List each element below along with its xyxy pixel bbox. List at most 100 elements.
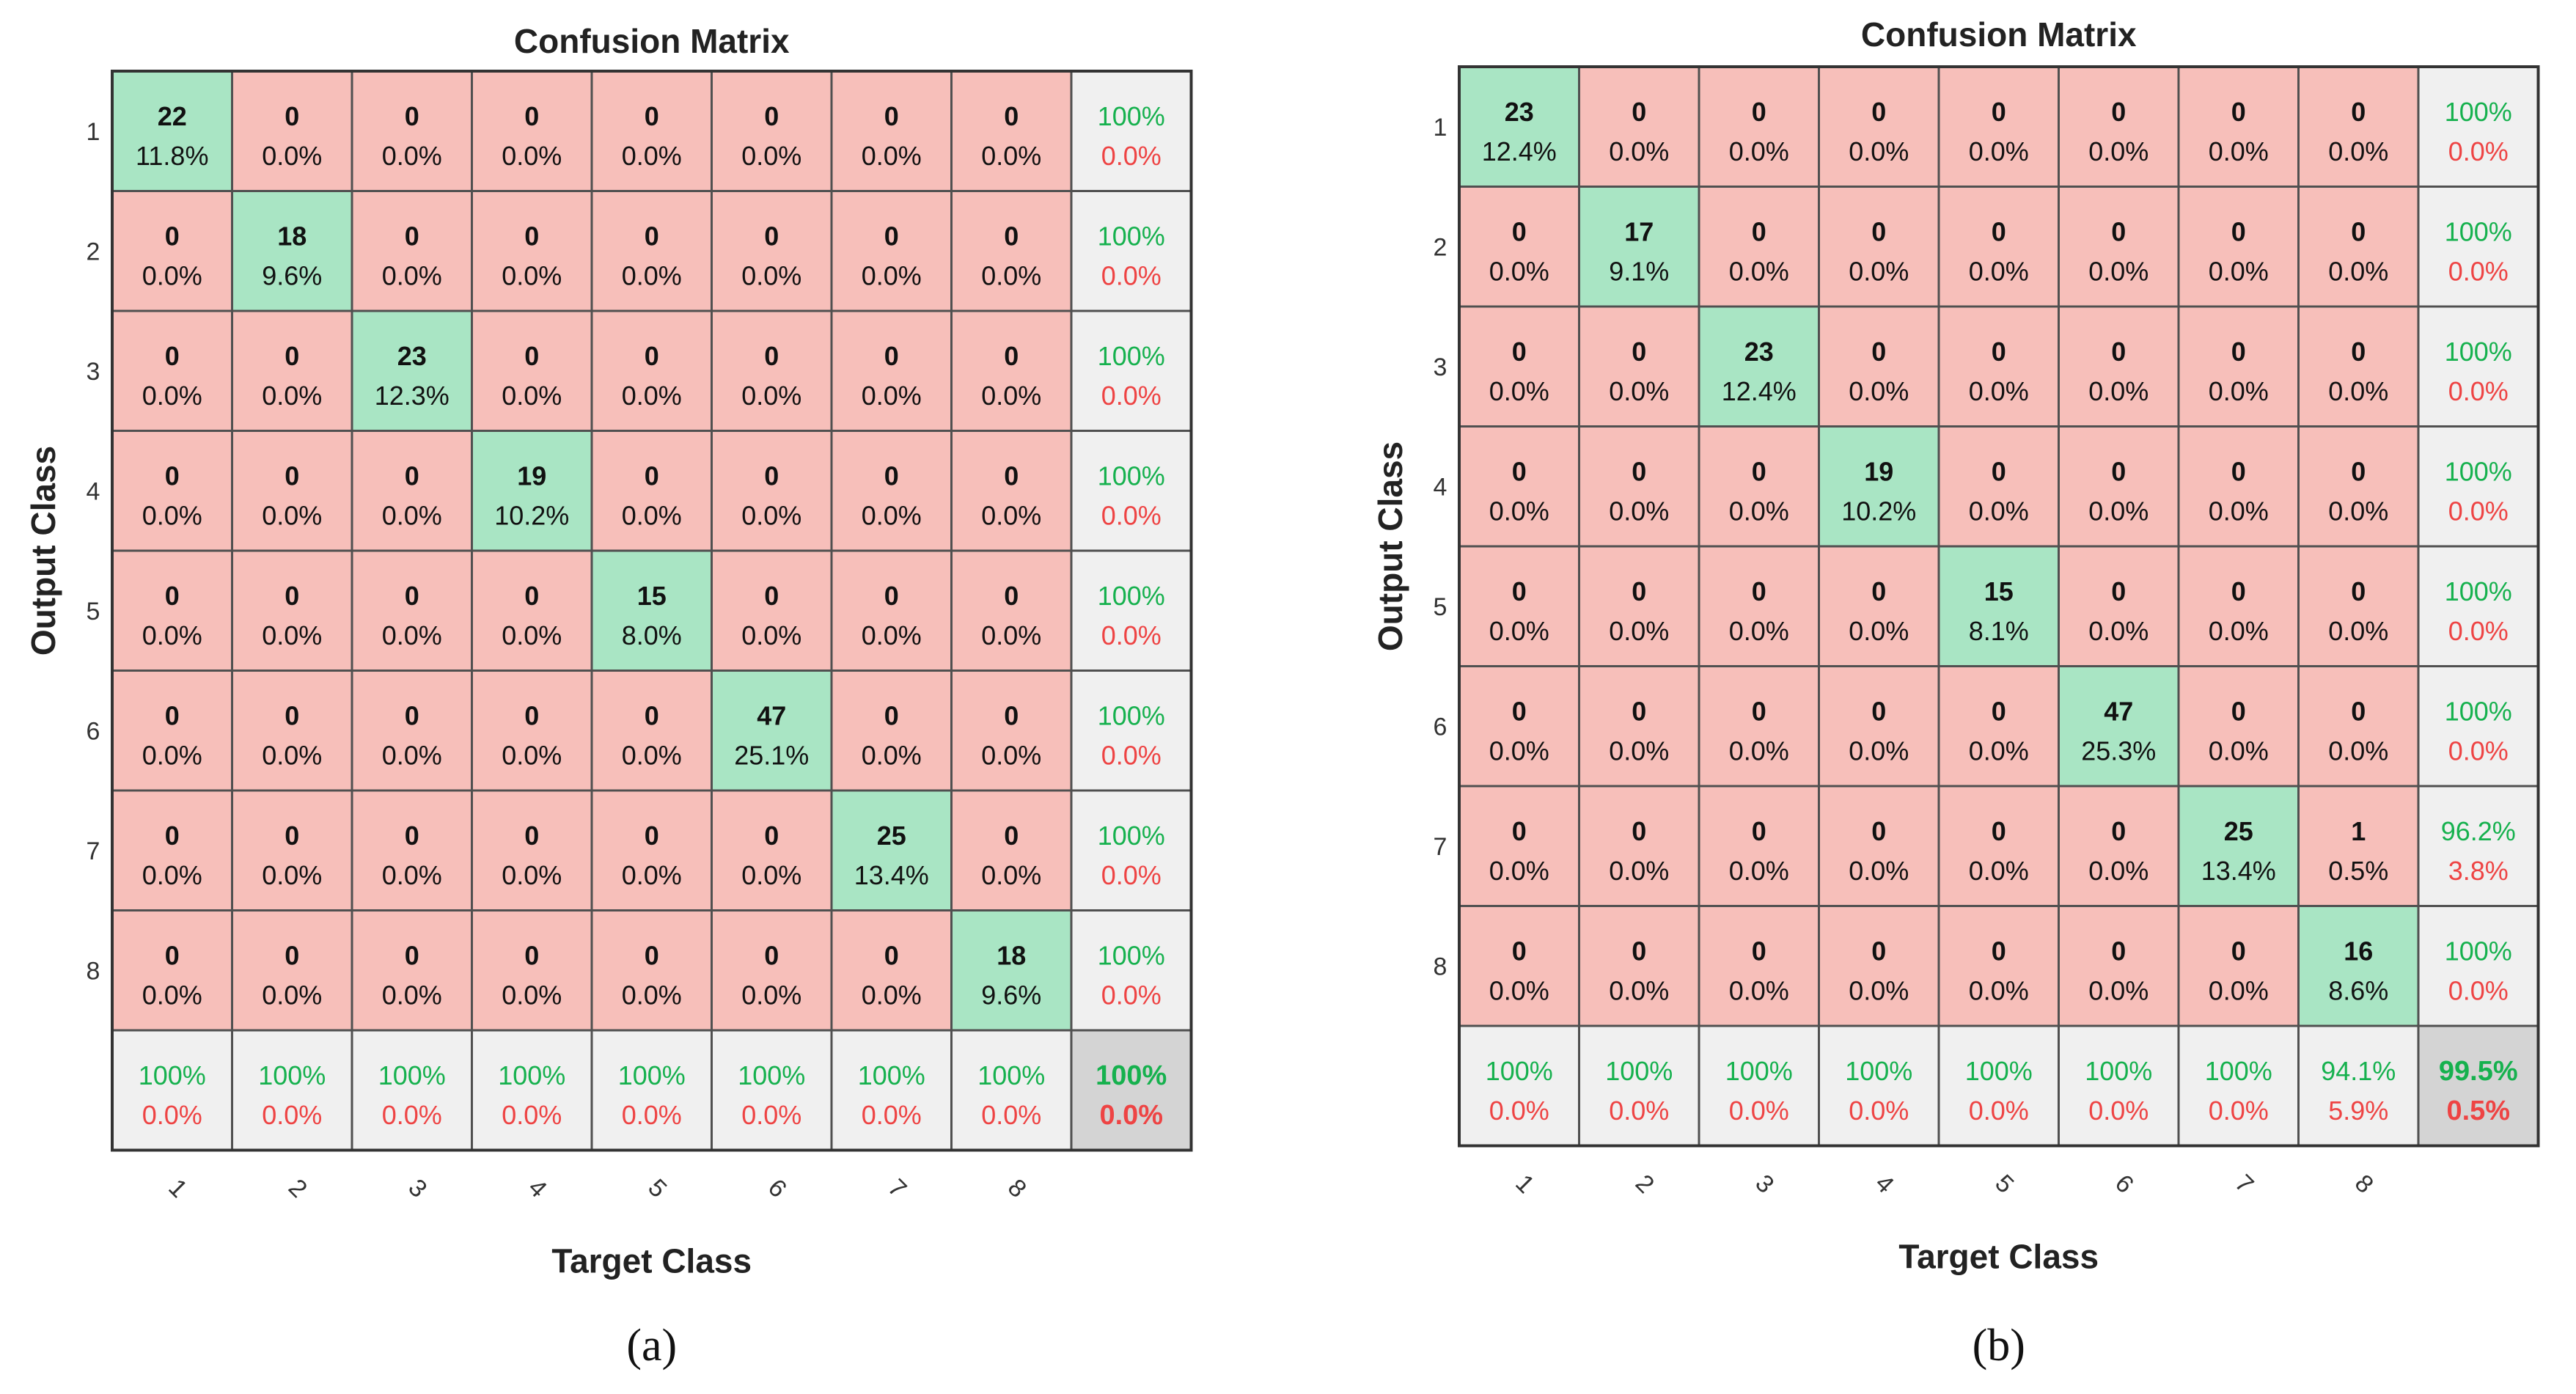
matrix-cell <box>2297 785 2420 907</box>
col-summary-cell <box>711 1029 833 1151</box>
row-error: 0.0% <box>2448 256 2509 286</box>
cell-percent: 0.0% <box>862 381 922 411</box>
cell-count: 0 <box>1992 97 2006 127</box>
row-tick-label: 1 <box>87 118 100 146</box>
matrix-cell <box>950 430 1073 552</box>
cell-percent: 0.0% <box>1609 616 1669 646</box>
matrix-cell <box>711 909 833 1032</box>
cell-percent: 0.0% <box>262 620 322 650</box>
cell-count: 0 <box>1871 216 1886 246</box>
matrix-cell <box>1578 785 1700 907</box>
cell-count: 0 <box>1632 456 1646 486</box>
row-precision: 100% <box>2445 337 2512 367</box>
cell-percent: 0.0% <box>502 740 562 770</box>
matrix-border <box>1458 65 2540 1148</box>
cell-percent: 12.3% <box>375 381 449 411</box>
cell-count: 0 <box>2111 337 2126 367</box>
cell-percent: 0.0% <box>622 260 682 290</box>
cell-percent: 0.0% <box>262 381 322 411</box>
cell-count: 0 <box>1632 97 1646 127</box>
cell-count: 0 <box>1992 816 2006 846</box>
cell-count: 0 <box>165 461 180 491</box>
cell-percent: 0.0% <box>2209 376 2269 406</box>
row-tick-label: 8 <box>1434 953 1447 980</box>
cell-count: 0 <box>1512 576 1527 606</box>
cell-count: 0 <box>2231 936 2246 966</box>
row-error: 0.0% <box>2448 376 2509 406</box>
matrix-cell <box>950 789 1073 911</box>
matrix-cell <box>711 789 833 911</box>
cell-count: 23 <box>1744 337 1774 367</box>
cell-percent: 0.0% <box>142 381 202 411</box>
cell-percent: 0.0% <box>1849 856 1909 886</box>
col-recall: 100% <box>1605 1056 1673 1086</box>
matrix-cell <box>471 670 593 792</box>
matrix-cell <box>2058 545 2180 667</box>
cell-percent: 0.0% <box>741 620 801 650</box>
matrix-cell <box>830 309 953 432</box>
matrix-cell <box>950 549 1073 672</box>
col-error: 0.0% <box>502 1100 562 1130</box>
cell-count: 0 <box>524 221 539 251</box>
cell-count: 0 <box>1752 97 1766 127</box>
row-summary-cell <box>2417 186 2539 308</box>
matrix-cell <box>231 430 353 552</box>
row-tick-label: 5 <box>1434 593 1447 621</box>
y-axis-label: Output Class <box>1371 441 1409 651</box>
cell-count: 0 <box>2231 337 2246 367</box>
cell-percent: 0.0% <box>741 141 801 171</box>
col-summary-cell <box>1818 1024 1940 1147</box>
cell-percent: 0.0% <box>1969 735 2029 766</box>
matrix-cell <box>471 789 593 911</box>
matrix-cell <box>1818 65 1940 188</box>
cell-count: 15 <box>637 581 667 611</box>
cell-count: 47 <box>2104 696 2133 726</box>
cell-count: 0 <box>1004 221 1019 251</box>
matrix-cell-correct <box>351 309 473 432</box>
row-summary-cell <box>1070 670 1192 792</box>
cell-count: 0 <box>1632 936 1646 966</box>
matrix-cell <box>711 190 833 312</box>
matrix-cell <box>111 190 233 312</box>
cell-count: 0 <box>764 581 779 611</box>
matrix-cell <box>1698 425 1820 548</box>
row-summary-cell <box>1070 430 1192 552</box>
cell-percent: 0.0% <box>502 141 562 171</box>
cell-count: 0 <box>764 101 779 131</box>
cell-count: 0 <box>165 581 180 611</box>
row-precision: 100% <box>2445 696 2512 726</box>
col-summary-cell <box>471 1029 593 1151</box>
row-tick-label: 6 <box>87 717 100 745</box>
row-tick-label: 2 <box>1434 233 1447 261</box>
row-summary-cell <box>1070 549 1192 672</box>
matrix-cell <box>1698 545 1820 667</box>
cell-count: 1 <box>2351 816 2366 846</box>
cell-percent: 0.0% <box>1609 735 1669 766</box>
col-recall: 94.1% <box>2321 1056 2396 1086</box>
matrix-cell <box>2177 305 2300 428</box>
cell-percent: 0.0% <box>382 620 442 650</box>
cell-percent: 0.0% <box>2209 616 2269 646</box>
cell-count: 0 <box>2231 97 2246 127</box>
matrix-cell <box>231 70 353 192</box>
cell-percent: 8.0% <box>622 620 682 650</box>
cell-percent: 0.0% <box>262 980 322 1010</box>
col-recall: 100% <box>977 1060 1045 1090</box>
cell-percent: 0.0% <box>862 500 922 530</box>
cell-count: 0 <box>2351 456 2366 486</box>
matrix-cell <box>111 549 233 672</box>
cell-percent: 0.0% <box>1969 256 2029 286</box>
col-summary-cell <box>1578 1024 1700 1147</box>
matrix-cell <box>590 309 713 432</box>
cell-percent: 0.0% <box>262 740 322 770</box>
cell-count: 0 <box>1871 337 1886 367</box>
cell-count: 0 <box>1004 461 1019 491</box>
matrix-cell <box>1578 905 1700 1027</box>
chart-title: Confusion Matrix <box>1861 15 2137 54</box>
row-precision: 100% <box>2445 456 2512 486</box>
cell-count: 0 <box>764 221 779 251</box>
cell-count: 16 <box>2344 936 2373 966</box>
cell-count: 0 <box>285 461 299 491</box>
cell-percent: 0.0% <box>1849 256 1909 286</box>
cell-count: 0 <box>645 221 659 251</box>
